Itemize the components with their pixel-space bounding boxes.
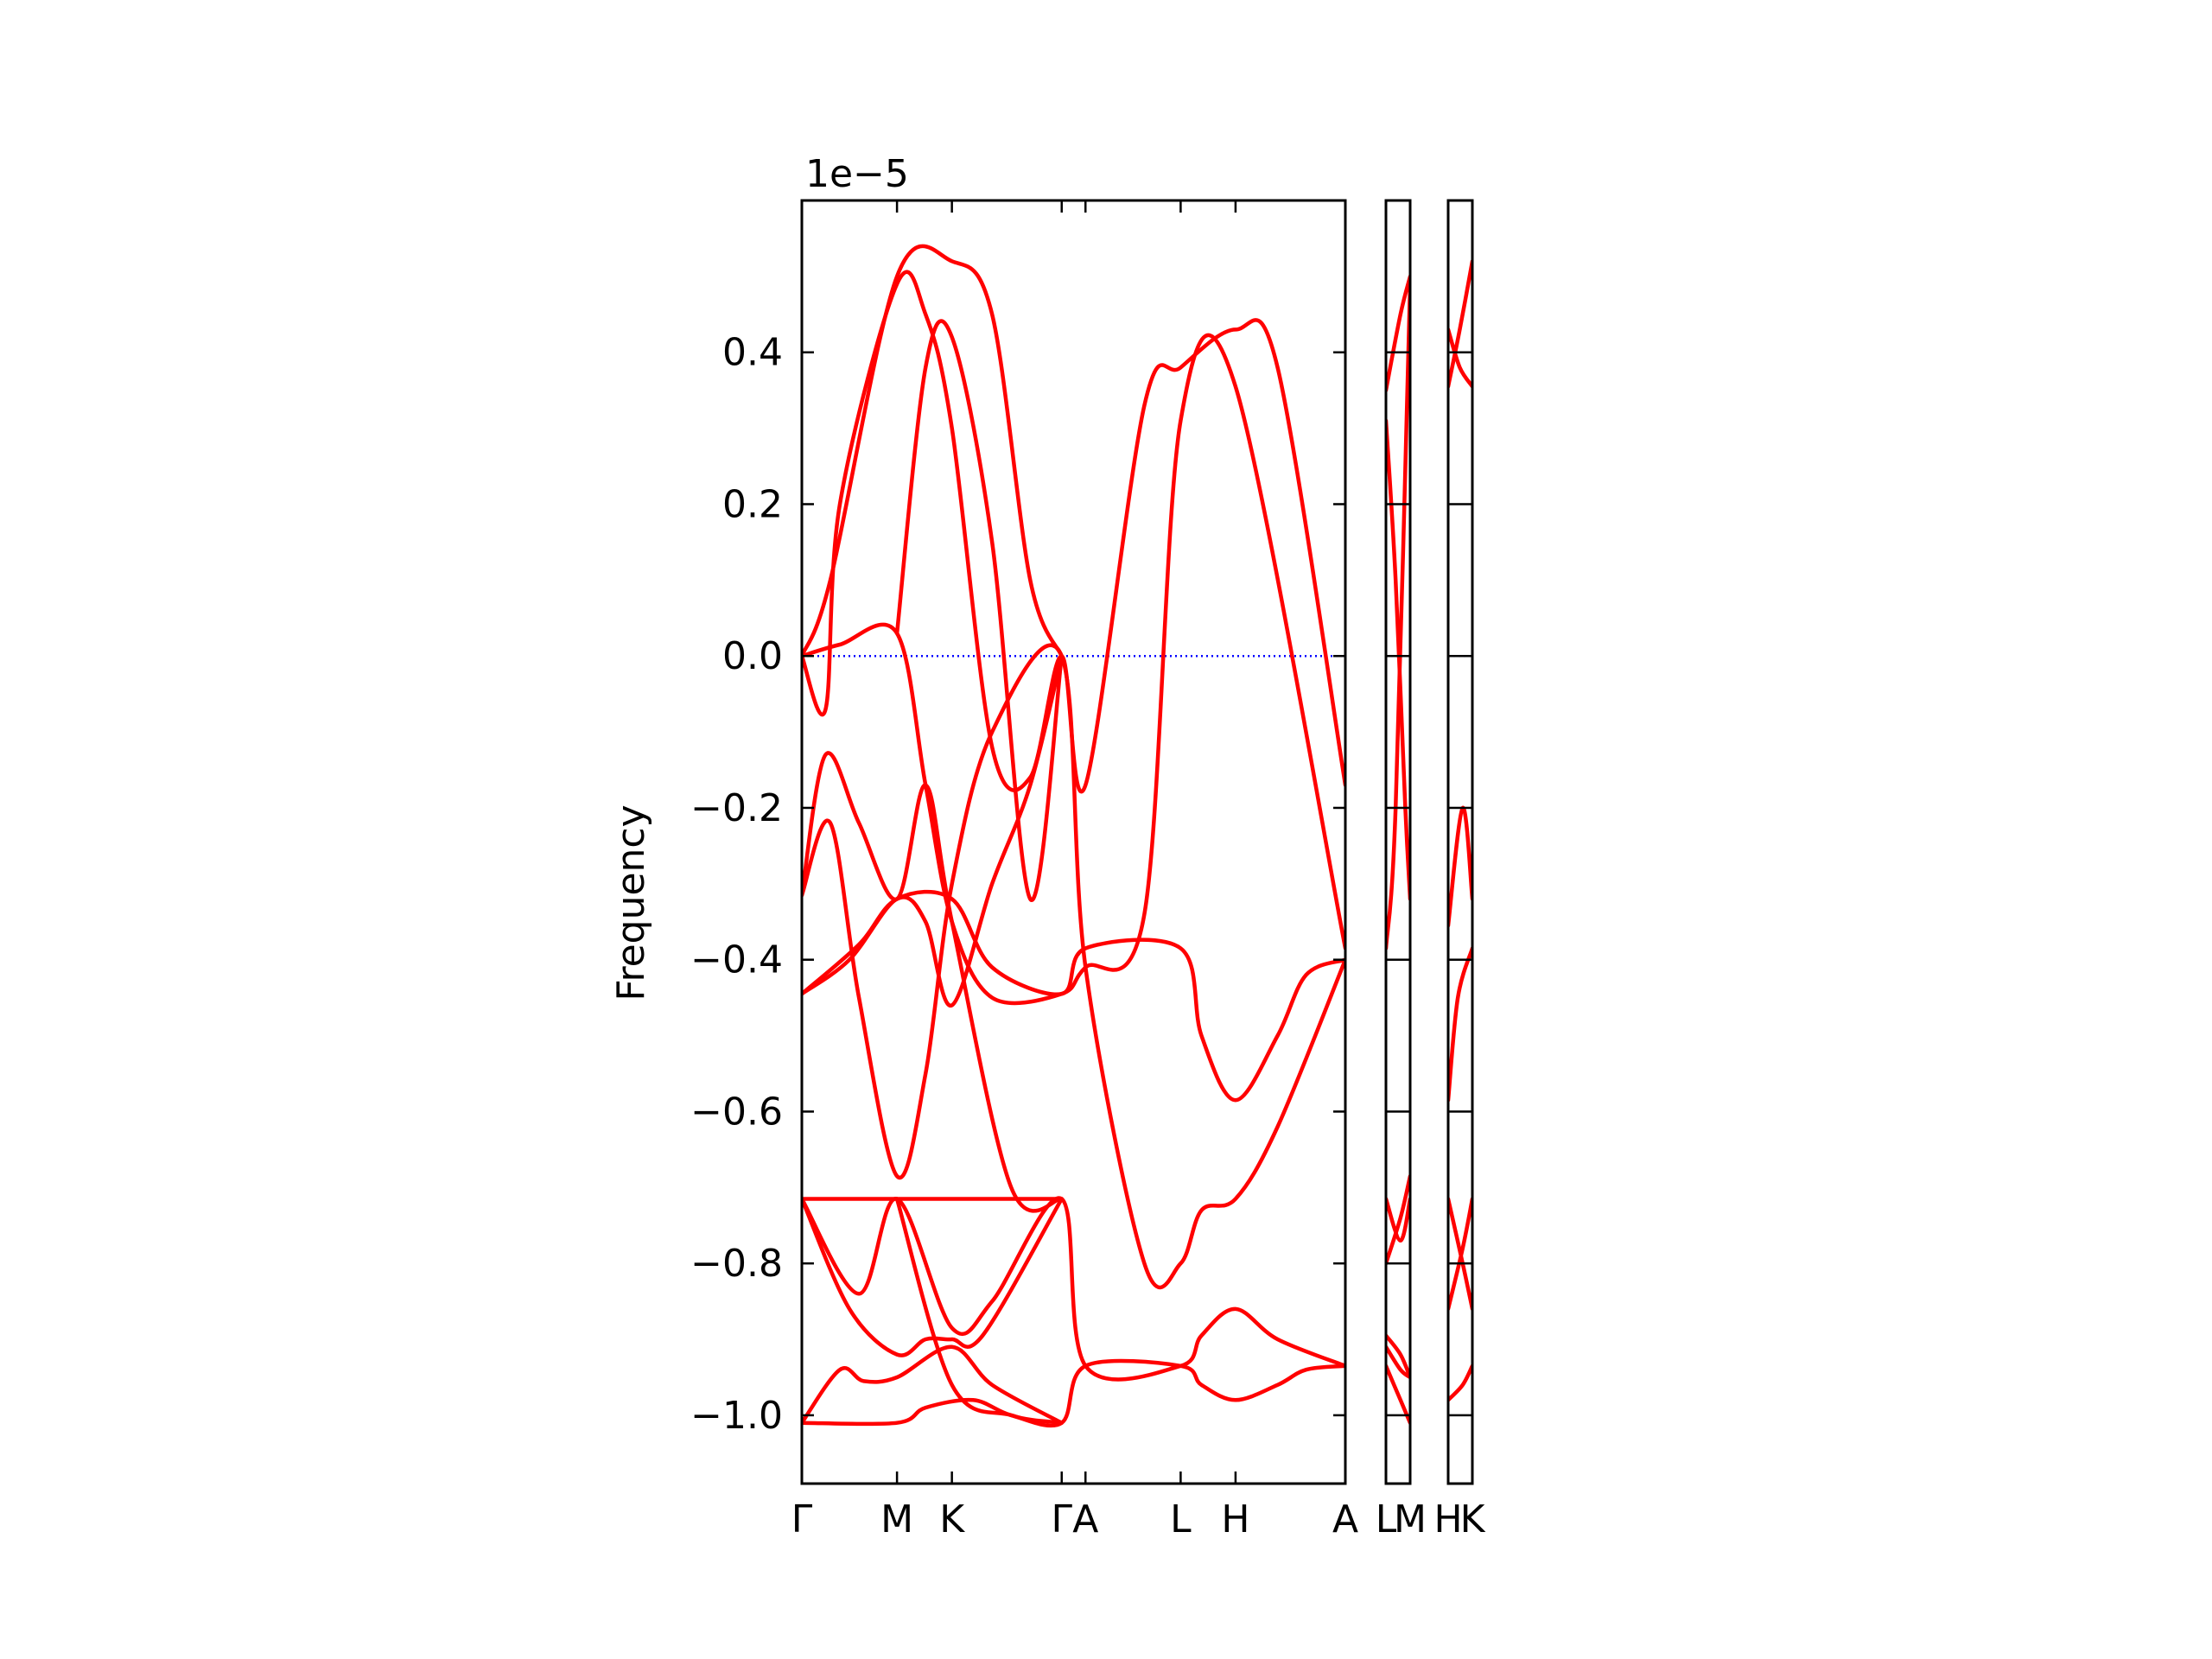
- kpoint-label: Γ: [791, 1497, 813, 1541]
- y-tick-label: −0.2: [690, 786, 783, 830]
- kpoint-label: M: [1394, 1497, 1427, 1541]
- y-tick-label: −0.6: [690, 1090, 783, 1134]
- kpoint-label: M: [880, 1497, 913, 1541]
- panel-frame: [1384, 199, 1412, 1485]
- band-7: [1386, 1344, 1410, 1380]
- kpoint-label: A: [1332, 1497, 1358, 1541]
- y-tick-label: 0.4: [722, 331, 783, 375]
- y-axis-label: Frequency: [609, 804, 653, 1001]
- band-5: [1386, 1333, 1410, 1380]
- band-1: [1448, 327, 1472, 389]
- band-3: [802, 1196, 1345, 1382]
- band-14: [894, 319, 1064, 902]
- kpoint-label: A: [1072, 1497, 1098, 1541]
- band-3: [1386, 282, 1410, 950]
- band-4: [802, 1197, 1064, 1357]
- kpoint-label: K: [939, 1497, 965, 1541]
- kpoint-label: L: [1170, 1497, 1192, 1541]
- band-9: [802, 751, 1064, 1213]
- panel-1: 0.40.20.0−0.2−0.4−0.6−0.8−1.0Γ M K Γ A L H A: [690, 199, 1358, 1541]
- band-13: [802, 244, 1064, 658]
- band-4: [1386, 1173, 1410, 1266]
- y-exponent-label: 1e−5: [805, 152, 909, 196]
- kpoint-label: H: [1221, 1497, 1249, 1541]
- band-2: [802, 1344, 1064, 1425]
- band-group: [1448, 259, 1472, 1402]
- kpoint-label: H: [1433, 1497, 1462, 1541]
- band-6: [894, 1197, 1064, 1425]
- kpoint-label: L: [1376, 1497, 1397, 1541]
- y-tick-label: 0.0: [722, 634, 783, 678]
- band-8: [1386, 1197, 1410, 1243]
- band-2: [1448, 259, 1472, 389]
- kpoint-label: Γ: [1051, 1497, 1072, 1541]
- band-group: [1386, 274, 1410, 1425]
- y-tick-label: −0.4: [690, 938, 783, 982]
- y-tick-label: 0.2: [722, 482, 783, 526]
- panel-frame: [1446, 199, 1474, 1485]
- band-11: [802, 333, 1345, 1006]
- band-7: [1448, 805, 1472, 928]
- band-6: [1448, 1363, 1472, 1402]
- panel-2: LM: [1376, 199, 1427, 1541]
- band-panels: 0.40.20.0−0.2−0.4−0.6−0.8−1.0Γ M K Γ A L H A LM H…: [690, 199, 1486, 1541]
- band-7: [802, 889, 1345, 1103]
- band-8: [802, 653, 1064, 1007]
- band-1: [802, 1358, 1345, 1428]
- band-6: [1386, 1363, 1410, 1425]
- kpoint-label: K: [1460, 1497, 1486, 1541]
- y-tick-label: −1.0: [690, 1394, 783, 1438]
- band-group: [802, 244, 1345, 1428]
- panel-frame: [800, 199, 1347, 1485]
- panel-3: HK: [1433, 199, 1486, 1541]
- band-3: [1448, 946, 1472, 1103]
- band-5: [1448, 1197, 1472, 1312]
- y-tick-label: −0.8: [690, 1242, 783, 1286]
- band-12: [802, 270, 1345, 794]
- band-2: [1386, 274, 1410, 392]
